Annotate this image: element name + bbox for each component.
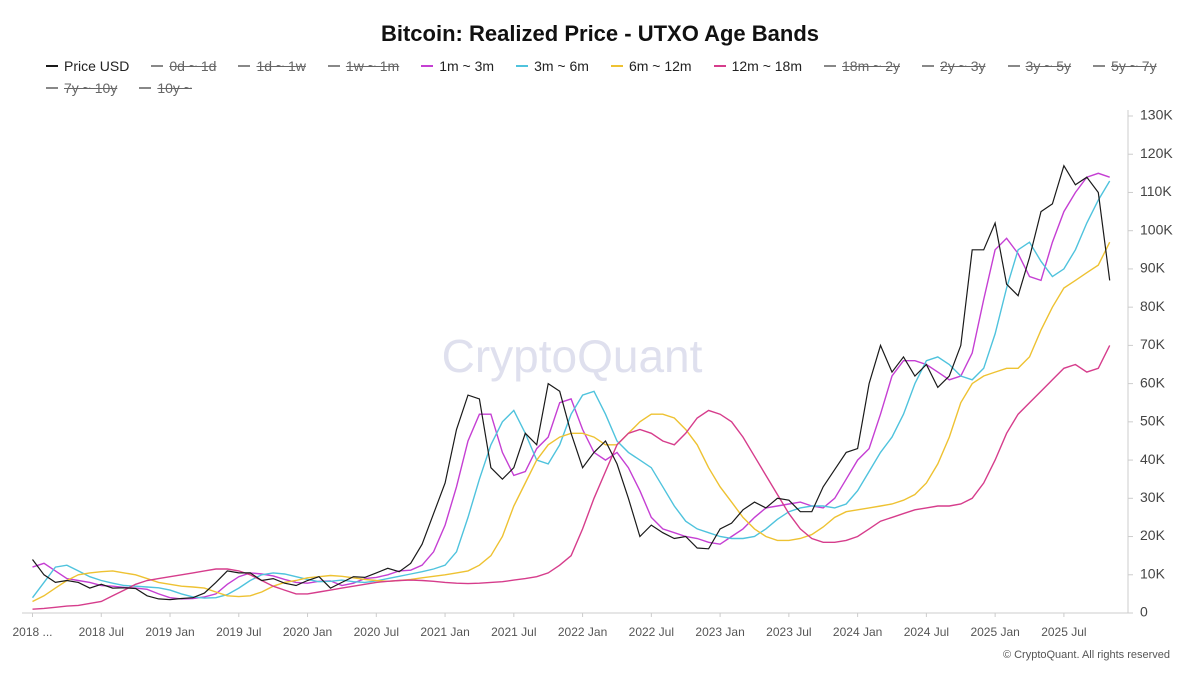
series-line xyxy=(32,241,1111,603)
legend-item[interactable]: 3m ~ 6m xyxy=(516,58,589,74)
legend-label: 5y ~ 7y xyxy=(1111,58,1157,74)
y-tick-label: 0 xyxy=(1140,604,1148,620)
x-tick-label: 2018 Jul xyxy=(79,625,124,639)
x-tick-label: 2019 Jul xyxy=(216,625,261,639)
legend-swatch xyxy=(516,65,529,67)
x-tick-label: 2024 Jan xyxy=(833,625,882,639)
legend-label: 3y ~ 5y xyxy=(1025,58,1072,74)
y-tick-label: 30K xyxy=(1140,489,1166,505)
y-tick-label: 110K xyxy=(1140,183,1172,199)
legend-item[interactable]: 5y ~ 7y xyxy=(1093,58,1157,74)
legend-item[interactable]: 1m ~ 3m xyxy=(421,58,494,74)
legend-label: 1m ~ 3m xyxy=(439,58,495,74)
series-line xyxy=(32,164,1111,601)
legend-label: 10y ~ xyxy=(157,80,192,96)
series-line xyxy=(31,180,1111,599)
legend-label: 6m ~ 12m xyxy=(628,58,692,74)
x-tick-label: 2020 Jul xyxy=(354,625,399,639)
legend-item[interactable]: 1w ~ 1m xyxy=(327,58,400,74)
y-tick-label: 40K xyxy=(1140,451,1166,467)
x-tick-label: 2021 Jan xyxy=(420,625,469,639)
legend-swatch xyxy=(713,65,726,67)
legend-item[interactable]: 1d ~ 1w xyxy=(238,58,306,74)
legend-item[interactable]: 7y ~ 10y xyxy=(46,80,117,96)
y-tick-label: 100K xyxy=(1140,221,1173,237)
legend-item[interactable]: 3y ~ 5y xyxy=(1007,58,1072,74)
legend-label: 1d ~ 1w xyxy=(256,58,306,74)
legend-swatch xyxy=(824,65,837,67)
legend-item[interactable]: 6m ~ 12m xyxy=(610,58,692,74)
legend-swatch xyxy=(327,65,340,67)
y-tick-label: 80K xyxy=(1140,298,1166,314)
legend-label: 1w ~ 1m xyxy=(345,58,400,74)
legend-item[interactable]: 10y ~ xyxy=(139,80,192,96)
series-line xyxy=(32,345,1111,610)
x-tick-label: 2025 Jan xyxy=(970,625,1019,639)
legend-swatch xyxy=(1007,65,1020,67)
legend-label: 2y ~ 3y xyxy=(940,58,986,74)
chart-title: Bitcoin: Realized Price - UTXO Age Bands xyxy=(381,21,819,46)
y-tick-label: 70K xyxy=(1140,336,1166,352)
legend-swatch xyxy=(1093,65,1106,67)
legend-label: 0d ~ 1d xyxy=(169,58,217,74)
x-tick-label: 2025 Jul xyxy=(1041,625,1086,639)
legend-swatch xyxy=(421,65,434,67)
legend-item[interactable]: 12m ~ 18m xyxy=(713,58,803,74)
x-tick-label: 2021 Jul xyxy=(491,625,536,639)
y-tick-label: 60K xyxy=(1140,374,1166,390)
x-tick-label: 2023 Jul xyxy=(766,625,811,639)
legend-swatch xyxy=(610,65,623,67)
legend-swatch xyxy=(139,87,152,89)
legend-swatch xyxy=(922,65,934,67)
legend-swatch xyxy=(238,65,251,67)
legend-label: 7y ~ 10y xyxy=(64,80,118,96)
y-tick-label: 50K xyxy=(1140,413,1166,429)
x-tick-label: 2020 Jan xyxy=(283,625,332,639)
x-tick-label: 2023 Jan xyxy=(695,625,744,639)
y-tick-label: 120K xyxy=(1140,145,1173,161)
y-tick-label: 10K xyxy=(1140,565,1166,581)
legend-item[interactable]: 2y ~ 3y xyxy=(922,58,986,74)
legend-swatch xyxy=(46,87,58,89)
legend-item[interactable]: 18m ~ 2y xyxy=(824,58,900,74)
legend-item[interactable]: Price USD xyxy=(46,58,129,74)
x-tick-label: 2022 Jul xyxy=(629,625,674,639)
legend: Price USD 0d ~ 1d 1d ~ 1w 1w ~ 1m 1m ~ 3m 3m … xyxy=(46,58,1176,96)
y-tick-label: 20K xyxy=(1140,527,1166,543)
x-tick-label: 2024 Jul xyxy=(904,625,949,639)
x-tick-label: 2019 Jan xyxy=(145,625,194,639)
legend-item[interactable]: 0d ~ 1d xyxy=(151,58,216,74)
watermark: CryptoQuant xyxy=(442,330,703,382)
legend-label: 3m ~ 6m xyxy=(534,58,589,74)
footer: © CryptoQuant. All rights reserved xyxy=(1003,649,1170,661)
y-tick-label: 90K xyxy=(1140,260,1166,276)
legend-label: Price USD xyxy=(64,58,130,74)
legend-swatch xyxy=(151,65,164,67)
x-tick-label: 2018 ... xyxy=(12,625,52,639)
legend-label: 18m ~ 2y xyxy=(842,58,900,74)
x-tick-label: 2022 Jan xyxy=(558,625,607,639)
legend-label: 12m ~ 18m xyxy=(731,58,803,74)
legend-swatch xyxy=(46,65,58,67)
y-tick-label: 130K xyxy=(1140,107,1173,123)
series-line xyxy=(32,172,1110,600)
